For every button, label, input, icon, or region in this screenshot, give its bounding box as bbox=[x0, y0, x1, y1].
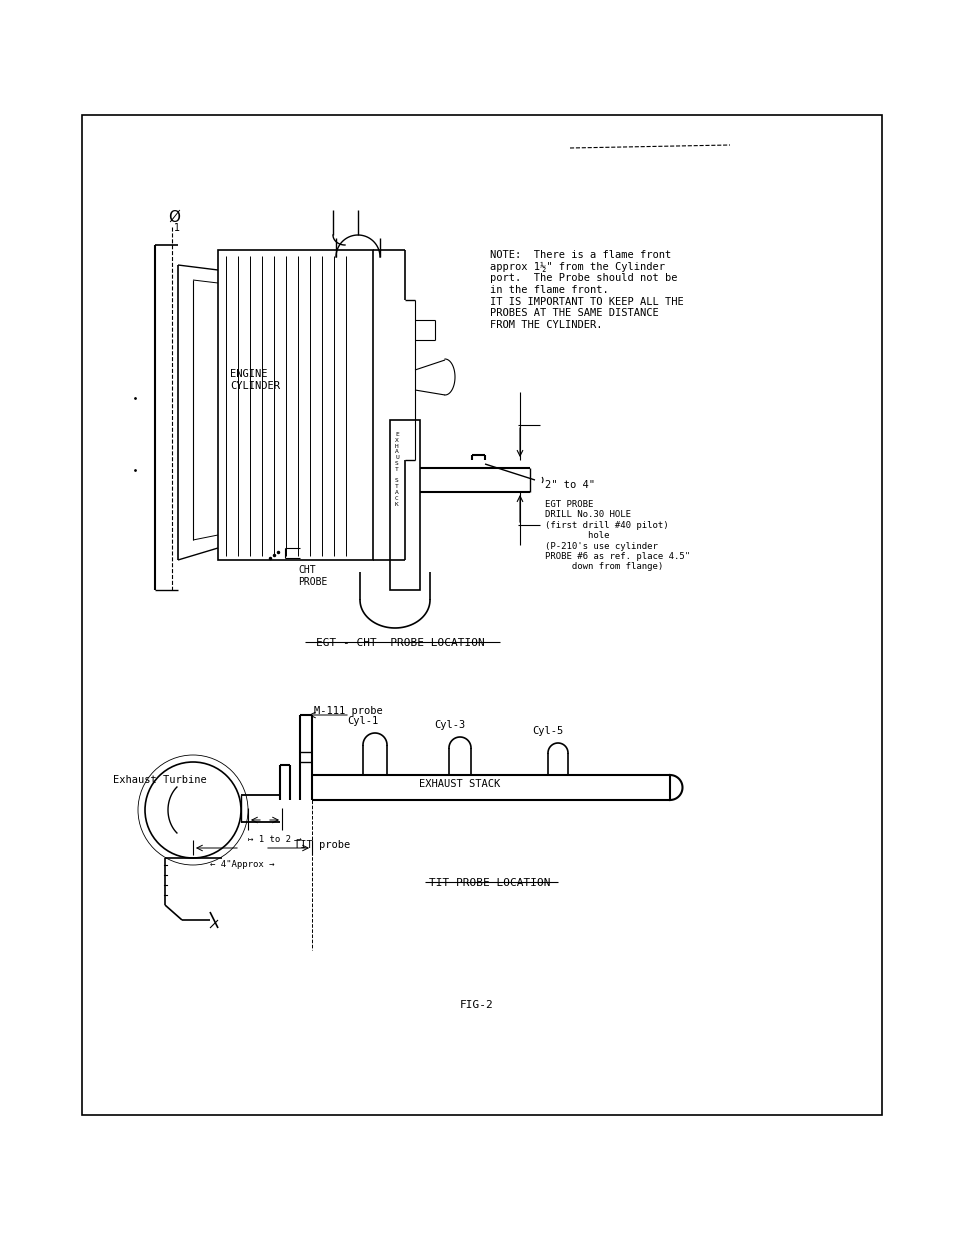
Text: NOTE:  There is a flame front
approx 1½" from the Cylinder
port.  The Probe shou: NOTE: There is a flame front approx 1½" … bbox=[490, 249, 683, 330]
Text: ENGINE
CYLINDER: ENGINE CYLINDER bbox=[230, 369, 280, 390]
Text: 1: 1 bbox=[173, 224, 180, 233]
Text: CHT
PROBE: CHT PROBE bbox=[297, 564, 327, 587]
Bar bbox=[218, 249, 373, 559]
Text: Cyl-1: Cyl-1 bbox=[347, 716, 378, 726]
Text: Ø: Ø bbox=[168, 210, 180, 225]
Text: Exhaust Turbine: Exhaust Turbine bbox=[112, 776, 207, 785]
Text: 2" to 4": 2" to 4" bbox=[544, 480, 595, 490]
Text: ↦ 1 to 2 →: ↦ 1 to 2 → bbox=[248, 835, 301, 844]
Text: M-111 probe: M-111 probe bbox=[314, 706, 382, 716]
Text: EXHAUST STACK: EXHAUST STACK bbox=[419, 779, 500, 789]
Bar bbox=[390, 420, 419, 590]
Text: Cyl-5: Cyl-5 bbox=[532, 726, 563, 736]
Bar bbox=[82, 115, 882, 1115]
Text: ← 4"Approx →: ← 4"Approx → bbox=[210, 860, 274, 869]
Text: E
X
H
A
U
S
T
 
S
T
A
C
K: E X H A U S T S T A C K bbox=[395, 432, 398, 506]
Text: FIG-2: FIG-2 bbox=[459, 1000, 494, 1010]
Text: Cyl-3: Cyl-3 bbox=[434, 720, 465, 730]
Text: EGT PROBE
DRILL No.30 HOLE
(first drill #40 pilot)
        hole
(P-210's use cyl: EGT PROBE DRILL No.30 HOLE (first drill … bbox=[544, 500, 689, 572]
Text: TIT PROBE LOCATION: TIT PROBE LOCATION bbox=[429, 878, 550, 888]
Text: TIT probe: TIT probe bbox=[294, 840, 350, 850]
Text: EGT - CHT  PROBE LOCATION: EGT - CHT PROBE LOCATION bbox=[315, 638, 484, 648]
